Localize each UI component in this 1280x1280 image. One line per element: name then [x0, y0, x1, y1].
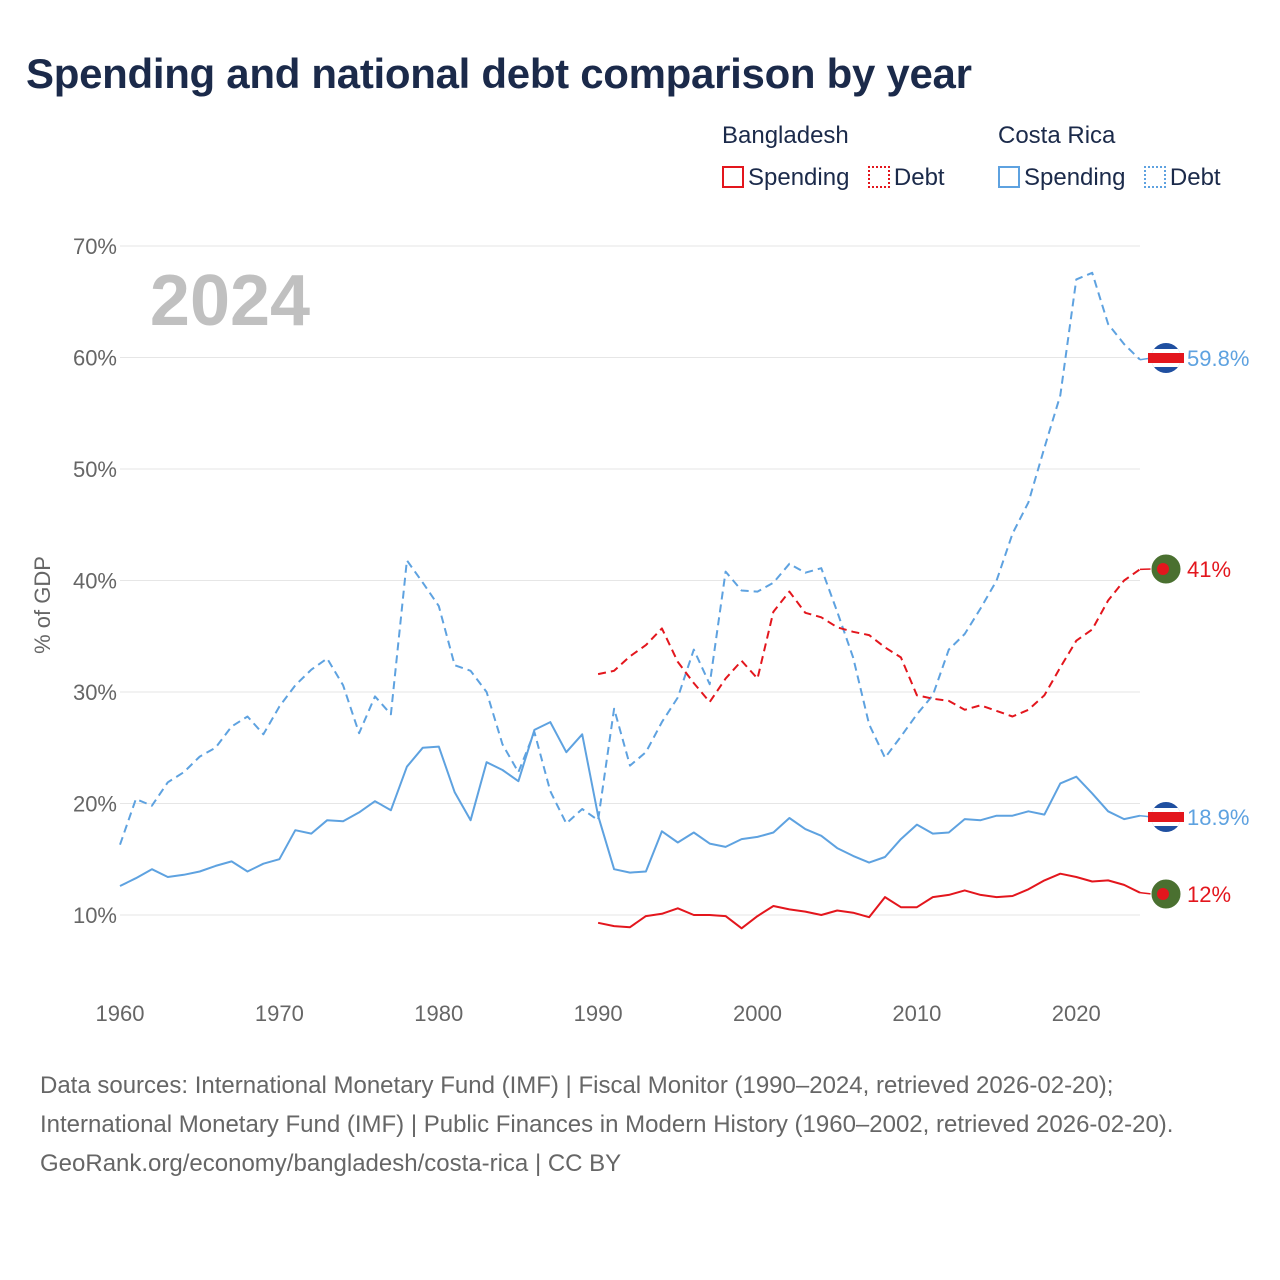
chart-title: Spending and national debt comparison by… [26, 50, 972, 97]
end-markers: 59.8% 18.9% 41% 12% [1139, 343, 1249, 910]
end-value-label: 18.9% [1187, 805, 1249, 830]
dotted-swatch-icon [1143, 166, 1166, 188]
y-tick-label: 70% [73, 234, 117, 259]
legend-group-costa-rica: Costa Rica Spending Debt [998, 122, 1235, 192]
legend: Bangladesh Spending Debt Costa Rica Spen… [700, 122, 1260, 202]
end-value-label: 41% [1187, 557, 1231, 582]
x-tick-label: 1990 [574, 1001, 623, 1026]
legend-item-bangladesh-spending[interactable]: Spending [722, 164, 849, 192]
bangladesh-flag-icon [1150, 878, 1182, 910]
y-tick-label: 40% [73, 568, 117, 593]
bangladesh-flag-icon [1150, 553, 1182, 585]
cr-spending-line[interactable] [119, 721, 1141, 887]
end-value-label: 12% [1187, 882, 1231, 907]
y-tick-label: 30% [73, 680, 117, 705]
line-chart: 10% 20% 30% 40% 50% 60% 70% 1960 1970 1980 1990 20… [30, 234, 1249, 1026]
x-tick-label: 1980 [414, 1001, 463, 1026]
legend-item-label: Debt [893, 164, 945, 191]
series [119, 271, 1141, 930]
x-axis-ticks: 1960 1970 1980 1990 2000 2010 2020 [96, 1001, 1101, 1026]
solid-swatch-icon [998, 166, 1020, 188]
y-tick-label: 10% [73, 903, 117, 928]
y-axis-title: % of GDP [30, 556, 55, 654]
legend-group-title: Bangladesh [722, 122, 849, 149]
attribution-link[interactable]: GeoRank.org/economy/bangladesh/costa-ric… [40, 1150, 622, 1177]
legend-item-costa-rica-spending[interactable]: Spending [998, 164, 1125, 192]
y-tick-label: 50% [73, 457, 117, 482]
x-tick-label: 1970 [255, 1001, 304, 1026]
sources-text: Data sources: International Monetary Fun… [40, 1072, 1174, 1138]
y-axis-ticks: 10% 20% 30% 40% 50% 60% 70% [73, 234, 117, 928]
gridlines [120, 245, 1140, 916]
data-sources: Data sources: International Monetary Fun… [40, 1066, 1240, 1183]
year-label: 2024 [150, 261, 310, 341]
dotted-swatch-icon [867, 166, 890, 188]
costa-rica-flag-icon [1148, 343, 1184, 373]
legend-item-label: Debt [1169, 164, 1221, 191]
legend-item-label: Spending [748, 164, 850, 191]
end-value-label: 59.8% [1187, 346, 1249, 371]
x-tick-label: 2000 [733, 1001, 782, 1026]
legend-item-label: Spending [1024, 164, 1126, 191]
costa-rica-flag-icon [1148, 802, 1184, 832]
x-tick-label: 1960 [96, 1001, 145, 1026]
legend-group-title: Costa Rica [998, 122, 1116, 149]
x-tick-label: 2020 [1052, 1001, 1101, 1026]
bd-debt-line[interactable] [597, 568, 1141, 718]
bd-spending-line[interactable] [597, 872, 1141, 930]
x-tick-label: 2010 [892, 1001, 941, 1026]
y-tick-label: 60% [73, 345, 117, 370]
cr-debt-line[interactable] [119, 271, 1141, 846]
legend-item-bangladesh-debt[interactable]: Debt [867, 164, 945, 192]
end-connector [1139, 891, 1153, 895]
legend-group-bangladesh: Bangladesh Spending Debt [722, 122, 959, 192]
y-tick-label: 20% [73, 791, 117, 816]
legend-item-costa-rica-debt[interactable]: Debt [1143, 164, 1221, 192]
solid-swatch-icon [722, 166, 744, 188]
